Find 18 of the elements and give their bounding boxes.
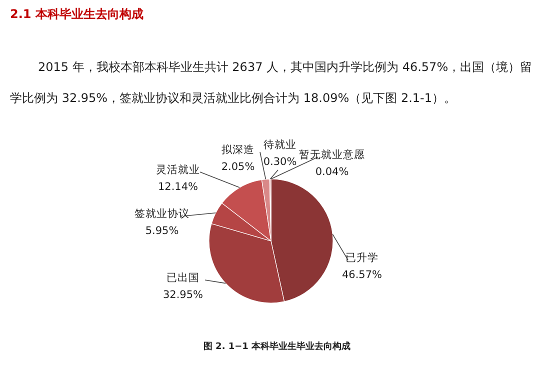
data-label: 2.05% (221, 161, 255, 173)
data-label: 32.95% (162, 289, 204, 301)
slice-label: 已升学 (346, 251, 378, 264)
slice-label: 暂无就业意愿 (299, 148, 365, 161)
text: 2015 年，我校本部本科毕业生共计 2637 人，其中国内升学比例为 46.57%，出国（境）留 (38, 60, 532, 74)
text: 学比例为 32.95%，签就业协议和灵活就业比例合计为 18.09%（见下图 2.1-1）。 (10, 91, 456, 105)
data-label: 5.95% (145, 225, 179, 237)
slice-label: 灵活就业 (156, 163, 200, 176)
data-label: 12.14% (158, 181, 198, 193)
data-label: 0.30% (263, 156, 297, 168)
data-label: 46.57% (342, 269, 382, 281)
slice-label: 拟深造 (222, 143, 254, 156)
slice-label: 已出国 (166, 271, 200, 284)
caption: 图 2. 1−1 本科毕业生毕业去向构成 (203, 341, 351, 352)
slice-label: 待就业 (264, 138, 296, 151)
slice-label: 签就业协议 (134, 207, 190, 220)
data-label: 0.04% (315, 166, 349, 178)
chart-title: 2.1 本科毕业生去向构成 (10, 7, 144, 21)
